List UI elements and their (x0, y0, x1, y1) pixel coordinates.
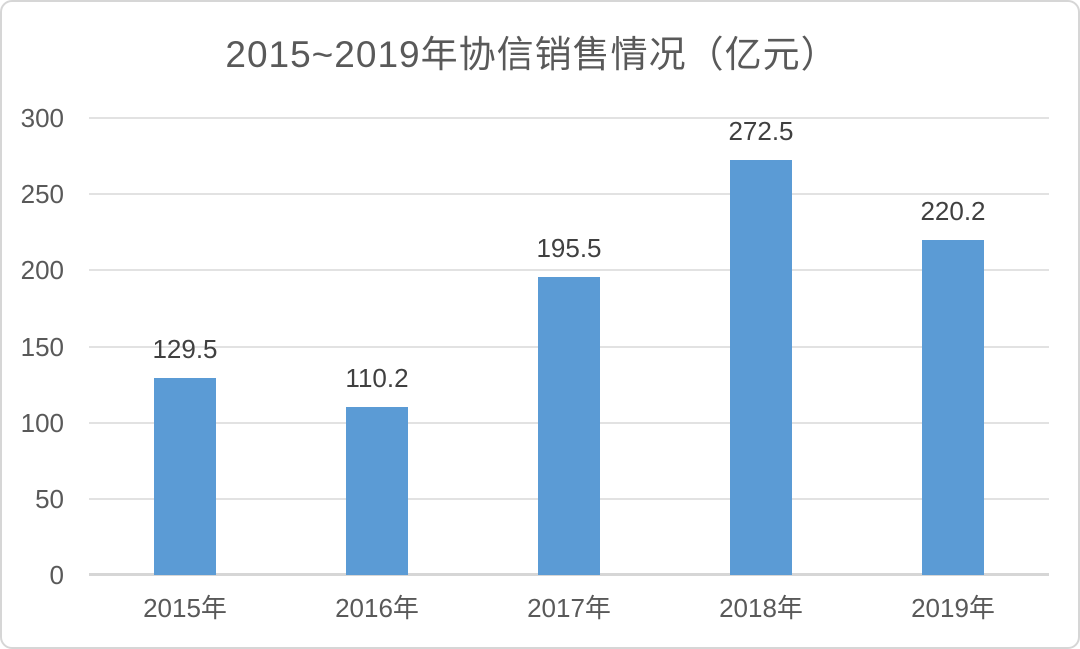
plot-area (89, 117, 1049, 576)
data-label-2019年: 220.2 (920, 195, 986, 226)
bar-2017年 (538, 277, 600, 575)
y-tick-label-200: 200 (20, 255, 64, 286)
x-tick-label-2018年: 2018年 (719, 593, 803, 623)
data-label-2015年: 129.5 (152, 333, 218, 364)
data-label-2017年: 195.5 (536, 233, 602, 264)
data-label-2016年: 110.2 (345, 363, 409, 394)
gridline-250 (89, 193, 1049, 196)
y-tick-label-250: 250 (20, 179, 64, 210)
data-label-2018年: 272.5 (728, 115, 794, 146)
x-tick-label-2015年: 2015年 (143, 593, 227, 623)
y-tick-label-50: 50 (35, 483, 64, 514)
x-tick-label-2019年: 2019年 (911, 593, 995, 623)
chart-title: 2015~2019年协信销售情况（亿元） (225, 34, 839, 75)
bar-2019年 (922, 240, 984, 575)
gridline-300 (89, 117, 1049, 119)
y-tick-label-0: 0 (49, 560, 64, 590)
x-tick-label-2016年: 2016年 (335, 593, 419, 623)
bar-2016年 (346, 407, 408, 575)
bar-2018年 (730, 160, 792, 575)
y-tick-label-300: 300 (20, 103, 64, 133)
gridline-200 (89, 269, 1049, 272)
y-tick-label-150: 150 (20, 331, 64, 362)
bar-2015年 (154, 378, 216, 575)
y-tick-label-100: 100 (20, 407, 64, 438)
x-tick-label-2017年: 2017年 (527, 593, 611, 623)
